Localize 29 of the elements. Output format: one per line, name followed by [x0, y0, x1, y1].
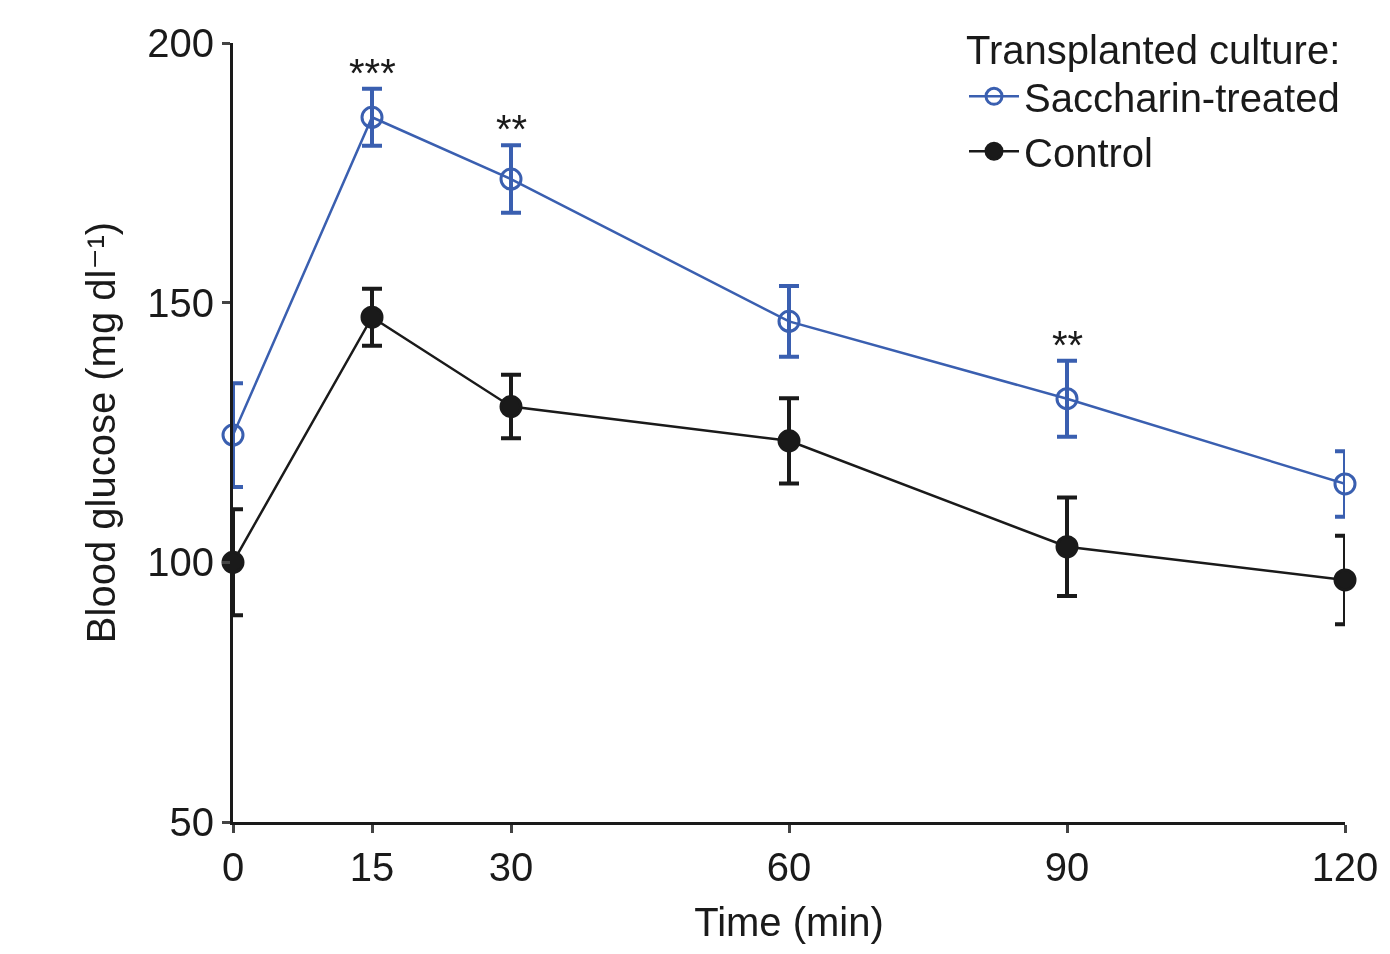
annotation: ***	[349, 51, 396, 95]
point	[499, 167, 523, 191]
point	[360, 105, 384, 129]
point	[1333, 472, 1357, 496]
point	[499, 395, 523, 419]
point	[1333, 568, 1357, 592]
point	[1055, 535, 1079, 559]
legend-label: Control	[1024, 130, 1153, 175]
x-tick-label: 15	[349, 845, 395, 889]
x-tick-label: 120	[1311, 845, 1379, 889]
x-axis-title: Time (min)	[694, 899, 884, 944]
x-tick-label: 90	[1044, 845, 1090, 889]
annotation: **	[496, 107, 528, 151]
y-tick-label: 200	[147, 21, 214, 65]
y-tick-label: 150	[147, 280, 214, 325]
y-axis-title: Blood glucose (mg dl⁻¹)	[78, 221, 123, 644]
y-tick-label: 100	[147, 540, 214, 585]
annotation: **	[1052, 323, 1084, 367]
x-tick-label: 60	[766, 845, 812, 889]
point	[221, 423, 245, 447]
legend-title: Transplanted culture:	[966, 27, 1341, 72]
point	[360, 305, 384, 329]
point	[777, 309, 801, 333]
x-tick-label: 0	[221, 845, 245, 889]
x-tick-label: 30	[488, 845, 534, 889]
legend-label: Saccharin-treated	[1024, 75, 1340, 120]
point	[1055, 387, 1079, 411]
y-tick-label: 50	[169, 800, 214, 844]
point	[777, 429, 801, 453]
